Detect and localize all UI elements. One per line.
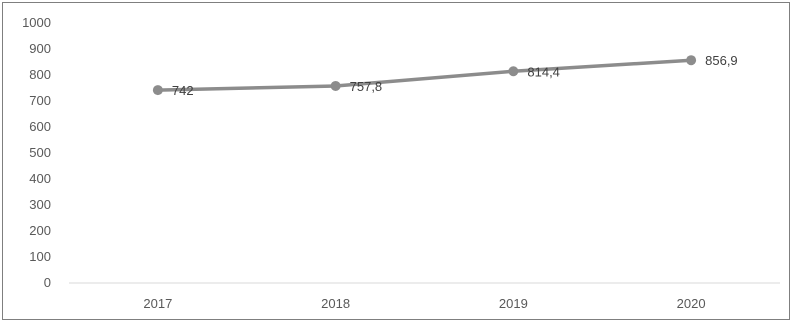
y-tick-label: 600 xyxy=(29,119,51,134)
y-tick-label: 500 xyxy=(29,145,51,160)
data-point-marker xyxy=(686,55,697,66)
data-point-marker xyxy=(508,66,519,77)
data-point-marker xyxy=(152,85,163,96)
y-tick-label: 400 xyxy=(29,171,51,186)
y-tick-label: 300 xyxy=(29,197,51,212)
data-label: 856,9 xyxy=(705,53,738,68)
x-tick-label: 2018 xyxy=(321,296,350,311)
x-tick-label: 2019 xyxy=(499,296,528,311)
data-label: 814,4 xyxy=(527,64,560,79)
chart-frame: 0 100 200 300 400 500 600 700 800 900 1000 2017 201… xyxy=(2,2,790,320)
data-point-marker xyxy=(330,80,341,91)
y-tick-label: 200 xyxy=(29,223,51,238)
x-axis-ticks: 2017 2018 2019 2020 xyxy=(143,296,705,311)
data-label: 757,8 xyxy=(350,79,383,94)
data-labels: 742 757,8 814,4 856,9 xyxy=(172,53,738,98)
y-tick-label: 1000 xyxy=(22,15,51,30)
y-axis-ticks: 0 100 200 300 400 500 600 700 800 900 1000 xyxy=(22,15,51,290)
data-label: 742 xyxy=(172,83,194,98)
y-tick-label: 0 xyxy=(44,275,51,290)
y-tick-label: 700 xyxy=(29,93,51,108)
x-tick-label: 2017 xyxy=(143,296,172,311)
x-tick-label: 2020 xyxy=(677,296,706,311)
y-tick-label: 800 xyxy=(29,67,51,82)
series-group xyxy=(152,55,697,96)
series-line xyxy=(156,58,693,92)
y-tick-label: 100 xyxy=(29,249,51,264)
y-tick-label: 900 xyxy=(29,41,51,56)
